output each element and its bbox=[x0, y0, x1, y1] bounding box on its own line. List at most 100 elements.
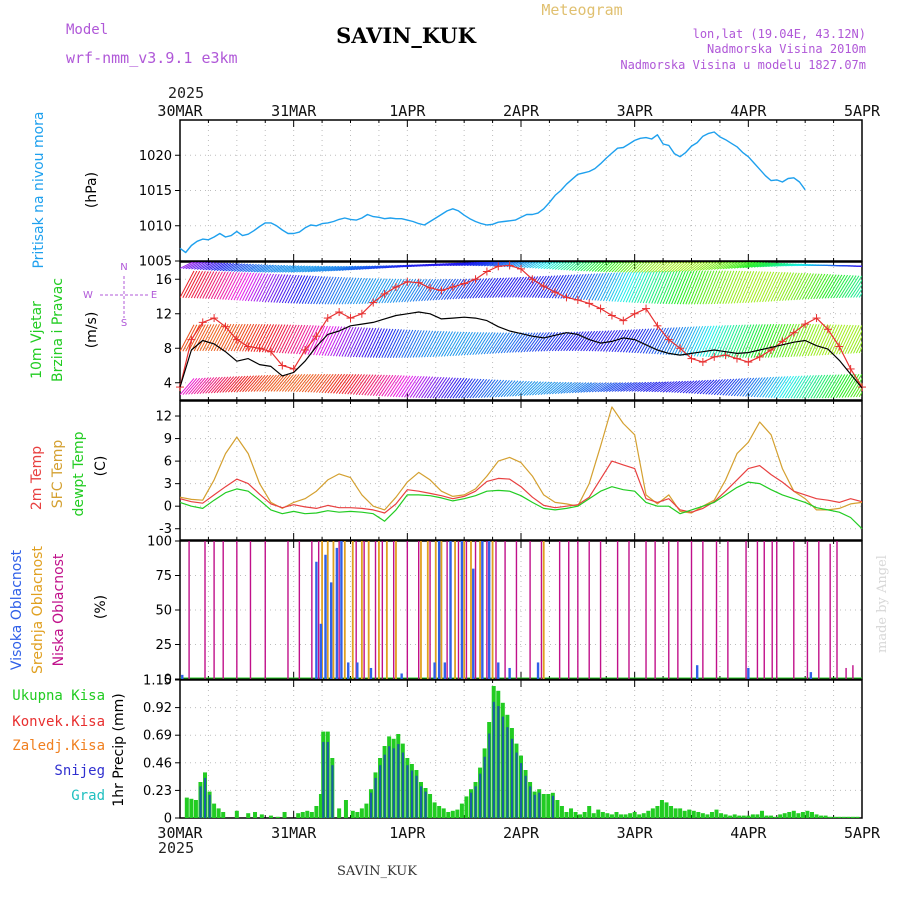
wind-barb bbox=[253, 273, 269, 302]
precip-bar bbox=[664, 802, 669, 818]
wind-barb bbox=[228, 263, 243, 272]
wind-barb bbox=[230, 263, 246, 272]
wind-barb bbox=[341, 374, 357, 395]
wind-barb bbox=[554, 331, 570, 352]
wind-barb bbox=[350, 374, 365, 395]
wind-barb bbox=[398, 278, 414, 303]
wind-barb bbox=[566, 382, 581, 394]
temp-ylabel-sfc: SFC Temp bbox=[50, 440, 66, 509]
wind-barb bbox=[637, 271, 652, 304]
wind-barb bbox=[750, 377, 766, 398]
wind-barb bbox=[514, 332, 530, 353]
wind-barb bbox=[796, 273, 812, 301]
precip-bar bbox=[623, 814, 628, 818]
wind-barb bbox=[529, 262, 540, 269]
wind-barb bbox=[631, 271, 647, 303]
precip-legend-3: Snijeg bbox=[54, 763, 105, 779]
wind-barb bbox=[790, 272, 806, 301]
precip-bar-inner bbox=[388, 746, 391, 818]
precip-bar bbox=[832, 816, 837, 818]
wind-barb bbox=[682, 270, 698, 305]
wind-barb bbox=[310, 373, 326, 393]
wind-barb bbox=[503, 380, 519, 398]
wind-barb bbox=[199, 271, 215, 299]
wind-barb bbox=[580, 382, 595, 393]
wind-barb bbox=[768, 262, 783, 267]
wind-barb bbox=[227, 272, 243, 301]
wind-barb bbox=[367, 278, 382, 304]
wind-barb bbox=[850, 329, 862, 354]
wind-barb bbox=[242, 272, 257, 301]
wind-barb bbox=[534, 332, 550, 352]
wind-barb bbox=[327, 276, 343, 305]
wind-barb bbox=[543, 262, 555, 270]
wind-barb bbox=[421, 330, 436, 358]
precip-bar-inner bbox=[322, 741, 325, 818]
wind-barb bbox=[483, 332, 499, 355]
wind-barb bbox=[372, 328, 388, 358]
wind-barb bbox=[617, 382, 632, 392]
precip-bar bbox=[823, 815, 828, 818]
wind-barb bbox=[745, 377, 760, 397]
wind-barb bbox=[207, 323, 223, 352]
clouds-ytick-label: 0 bbox=[164, 673, 172, 688]
wind-barb bbox=[449, 331, 465, 357]
wind-barb bbox=[267, 374, 283, 392]
wind-barb bbox=[361, 374, 377, 396]
wind-barb bbox=[580, 330, 596, 352]
pressure-line bbox=[179, 131, 806, 254]
precip-bar bbox=[591, 813, 596, 818]
wind-barb bbox=[784, 375, 800, 399]
wind-barb bbox=[350, 327, 365, 358]
wind-barb bbox=[478, 262, 493, 267]
temp-unit: (C) bbox=[93, 456, 109, 477]
wind-barb bbox=[620, 329, 635, 353]
wind-barb bbox=[341, 326, 357, 357]
wind-barb bbox=[267, 264, 283, 273]
wind-barb bbox=[855, 287, 862, 298]
wind-barb bbox=[441, 278, 456, 301]
wind-barb bbox=[634, 328, 650, 354]
wind-barb bbox=[833, 374, 849, 399]
x-date-label-top: 4APR bbox=[730, 102, 767, 120]
precip-bar-inner bbox=[538, 792, 541, 818]
wind-barb bbox=[324, 276, 340, 305]
wind-barb bbox=[250, 273, 266, 302]
wind-barb bbox=[500, 380, 516, 398]
wind-barb bbox=[588, 330, 604, 352]
pressure-ytick-label: 1015 bbox=[139, 184, 172, 199]
precip-bar bbox=[364, 803, 369, 818]
wind-barb bbox=[435, 331, 451, 357]
wind-barb bbox=[719, 270, 735, 305]
wind-barb bbox=[597, 382, 612, 393]
wind-barb bbox=[190, 324, 206, 352]
precip-bar bbox=[755, 814, 760, 818]
precip-bar-inner bbox=[369, 792, 373, 818]
wind-barb bbox=[210, 323, 226, 352]
wind-barb bbox=[546, 275, 562, 299]
wind-barb bbox=[273, 324, 289, 353]
wind-barb bbox=[293, 265, 308, 273]
wind-barb bbox=[304, 265, 320, 273]
wind-barb bbox=[745, 271, 760, 304]
wind-barb bbox=[222, 272, 238, 300]
wind-barb bbox=[597, 272, 613, 301]
wind-barb bbox=[463, 332, 479, 356]
wind-barb bbox=[563, 331, 579, 352]
wind-barb bbox=[301, 373, 317, 393]
wind-dir-n: N bbox=[120, 262, 127, 273]
wind-barb bbox=[514, 276, 530, 298]
wind-barb bbox=[586, 382, 601, 393]
wind-barb bbox=[534, 262, 546, 269]
wind-barb bbox=[574, 331, 590, 352]
clouds-frame bbox=[179, 540, 863, 680]
wind-barb bbox=[486, 332, 502, 355]
wind-barb bbox=[719, 378, 735, 396]
wind-barb bbox=[182, 262, 198, 270]
wind-barb bbox=[608, 329, 624, 352]
wind-barb bbox=[637, 328, 652, 354]
temp-ylabel-2m: 2m Temp bbox=[29, 446, 45, 510]
wind-barb bbox=[810, 273, 826, 300]
wind-barb bbox=[304, 373, 320, 393]
wind-barb bbox=[236, 263, 252, 272]
